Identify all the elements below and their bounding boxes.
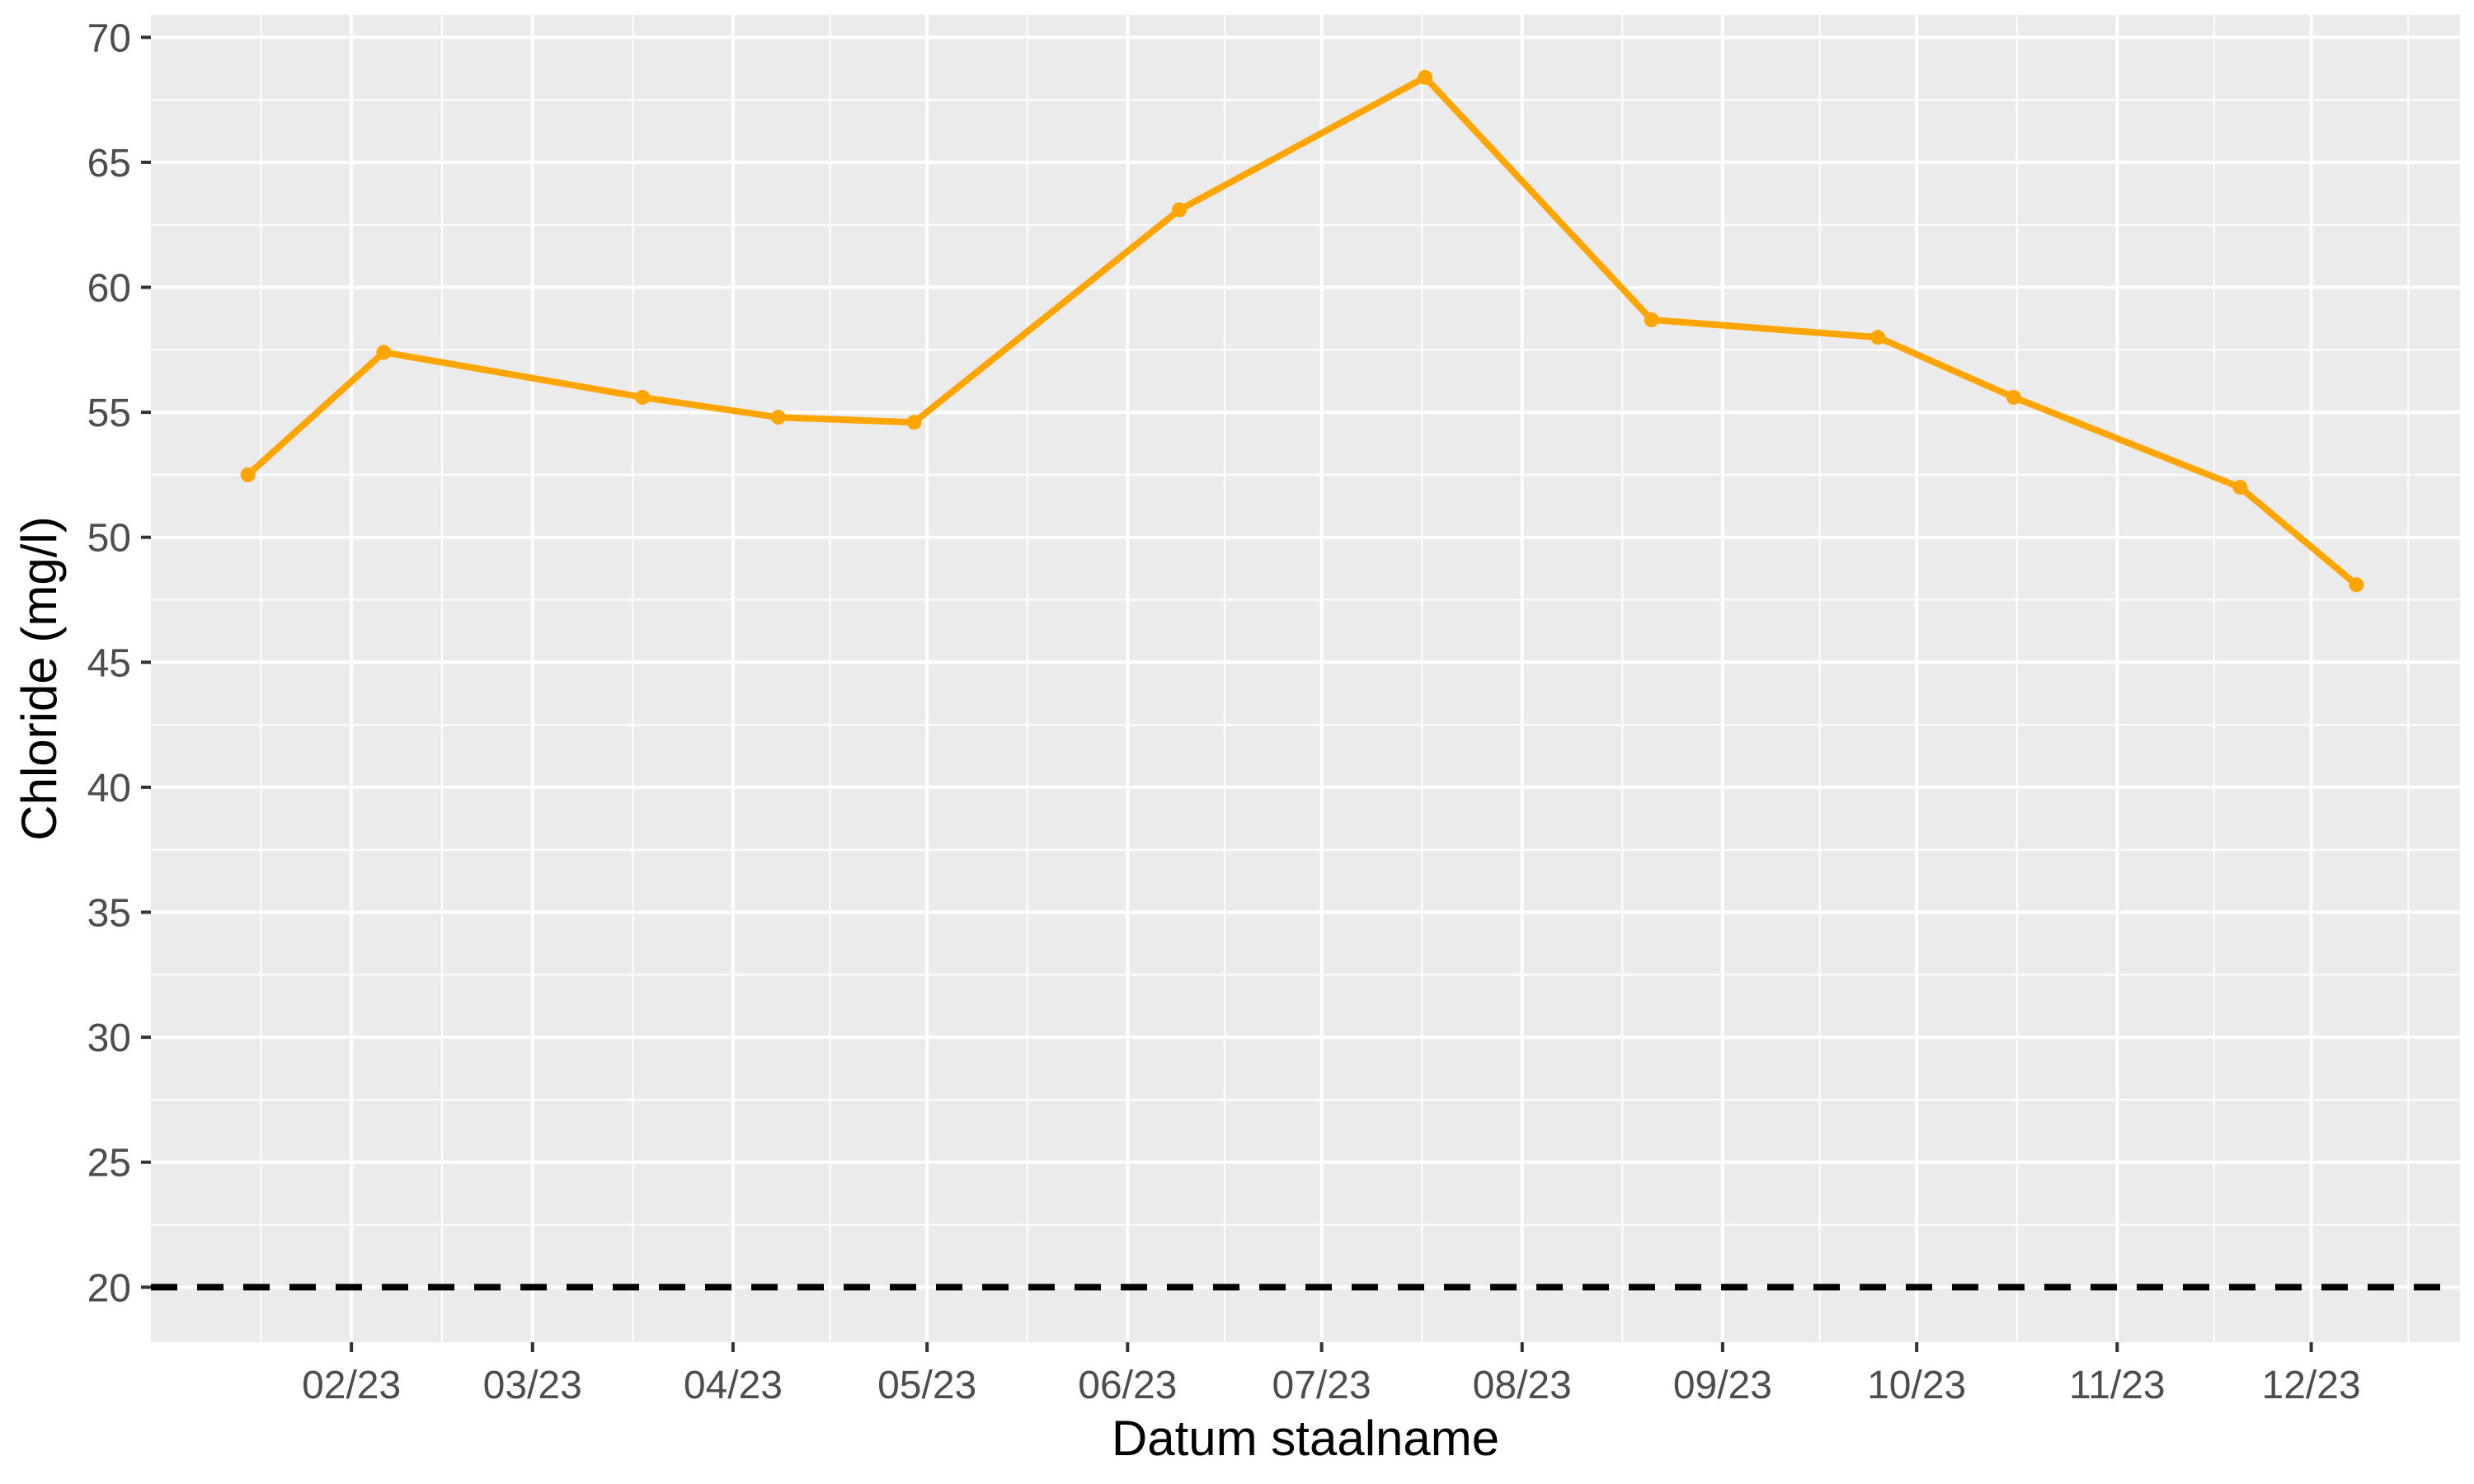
- x-tick-label: 02/23: [302, 1364, 401, 1407]
- data-point: [240, 467, 256, 482]
- data-point: [906, 415, 922, 430]
- y-tick-label: 65: [87, 142, 131, 186]
- x-tick-label: 09/23: [1673, 1364, 1772, 1407]
- data-point: [2232, 480, 2248, 495]
- y-tick-label: 50: [87, 517, 131, 561]
- data-point: [1644, 312, 1659, 327]
- y-tick-label: 55: [87, 392, 131, 435]
- data-point: [770, 410, 786, 425]
- y-tick-label: 35: [87, 891, 131, 935]
- x-tick-label: 10/23: [1867, 1364, 1966, 1407]
- major-gridlines: [151, 15, 2460, 1342]
- y-tick-label: 25: [87, 1142, 131, 1186]
- x-tick-label: 04/23: [684, 1364, 783, 1407]
- data-point: [2349, 577, 2364, 593]
- x-tick-label: 05/23: [877, 1364, 976, 1407]
- y-tick-label: 30: [87, 1017, 131, 1060]
- y-tick-label: 45: [87, 641, 131, 685]
- x-axis-title: Datum staalname: [1112, 1411, 1499, 1466]
- data-point: [1870, 330, 1886, 345]
- x-tick-label: 11/23: [2069, 1364, 2166, 1407]
- x-tick-label: 07/23: [1272, 1364, 1371, 1407]
- y-axis-title: Chloride (mg/l): [12, 516, 67, 840]
- data-point: [2006, 389, 2021, 405]
- minor-gridlines: [151, 15, 2460, 1342]
- y-axis: 20 25 30 35 40 45 50 55 60 65 70: [87, 16, 151, 1310]
- x-tick-label: 06/23: [1078, 1364, 1177, 1407]
- data-point: [1172, 202, 1188, 218]
- data-point: [376, 345, 392, 360]
- y-tick-label: 60: [87, 266, 131, 310]
- data-series: [240, 69, 2364, 593]
- x-axis: 02/23 03/23 04/23 05/23 06/23 07/23 08/23 09/23…: [302, 1342, 2361, 1407]
- y-tick-label: 20: [87, 1266, 131, 1310]
- x-tick-label: 03/23: [483, 1364, 582, 1407]
- y-tick-label: 40: [87, 767, 131, 810]
- series-line: [244, 73, 2360, 589]
- x-tick-label: 08/23: [1473, 1364, 1572, 1407]
- y-tick-label: 70: [87, 16, 131, 60]
- x-tick-label: 12/23: [2262, 1364, 2361, 1407]
- data-point: [1418, 69, 1433, 85]
- plot-panel: [151, 15, 2460, 1342]
- data-point: [635, 389, 651, 405]
